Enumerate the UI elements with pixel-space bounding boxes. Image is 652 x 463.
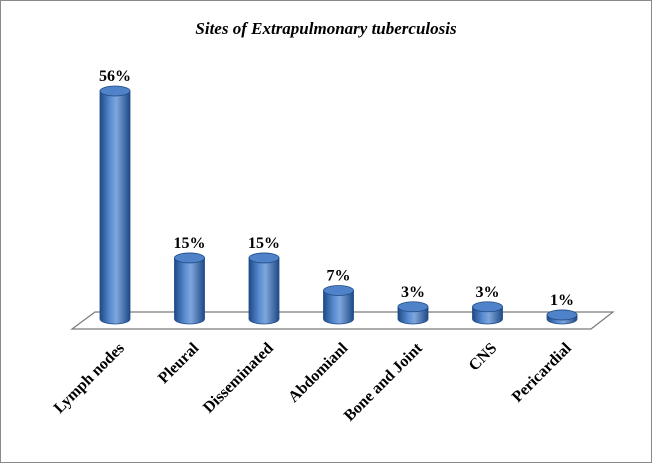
bar-lymph-nodes	[99, 85, 131, 325]
bar-cns	[472, 301, 503, 325]
bar-top	[397, 301, 429, 313]
chart-title: Sites of Extrapulmonary tuberculosis	[195, 19, 457, 38]
category-label: Abdomianl	[285, 339, 351, 405]
bar-top	[99, 85, 131, 97]
data-label: 56%	[99, 68, 131, 85]
bar-body	[248, 257, 280, 325]
bar-bone-and-joint	[397, 301, 429, 325]
data-label: 3%	[401, 284, 425, 301]
data-label: 15%	[174, 235, 206, 252]
bar-body	[174, 257, 205, 325]
data-label: 3%	[476, 284, 500, 301]
data-label: 7%	[327, 268, 351, 285]
bar-body	[99, 90, 131, 325]
bars-group	[99, 85, 578, 325]
data-label: 15%	[248, 235, 280, 252]
category-label: CNS	[466, 340, 501, 375]
category-label: Pleural	[155, 339, 203, 387]
category-label: Pericardial	[509, 339, 575, 405]
bar-pleural	[174, 252, 205, 325]
category-label: Disseminated	[200, 340, 277, 417]
bar-top	[546, 309, 578, 321]
bar-top	[174, 252, 205, 264]
bar-abdomianl	[323, 285, 354, 325]
category-label: Lymph nodes	[51, 340, 128, 417]
bar-body	[323, 290, 354, 325]
data-labels-group: 56% 15% 15% 7% 3% 3% 1%	[99, 68, 574, 309]
bar-top	[472, 301, 503, 313]
bar-disseminated	[248, 252, 280, 325]
bar-pericardial	[546, 309, 578, 325]
category-label: Bone and Joint	[341, 339, 426, 424]
bar-top	[323, 285, 354, 296]
bar-top	[248, 252, 280, 264]
data-label: 1%	[550, 292, 574, 309]
